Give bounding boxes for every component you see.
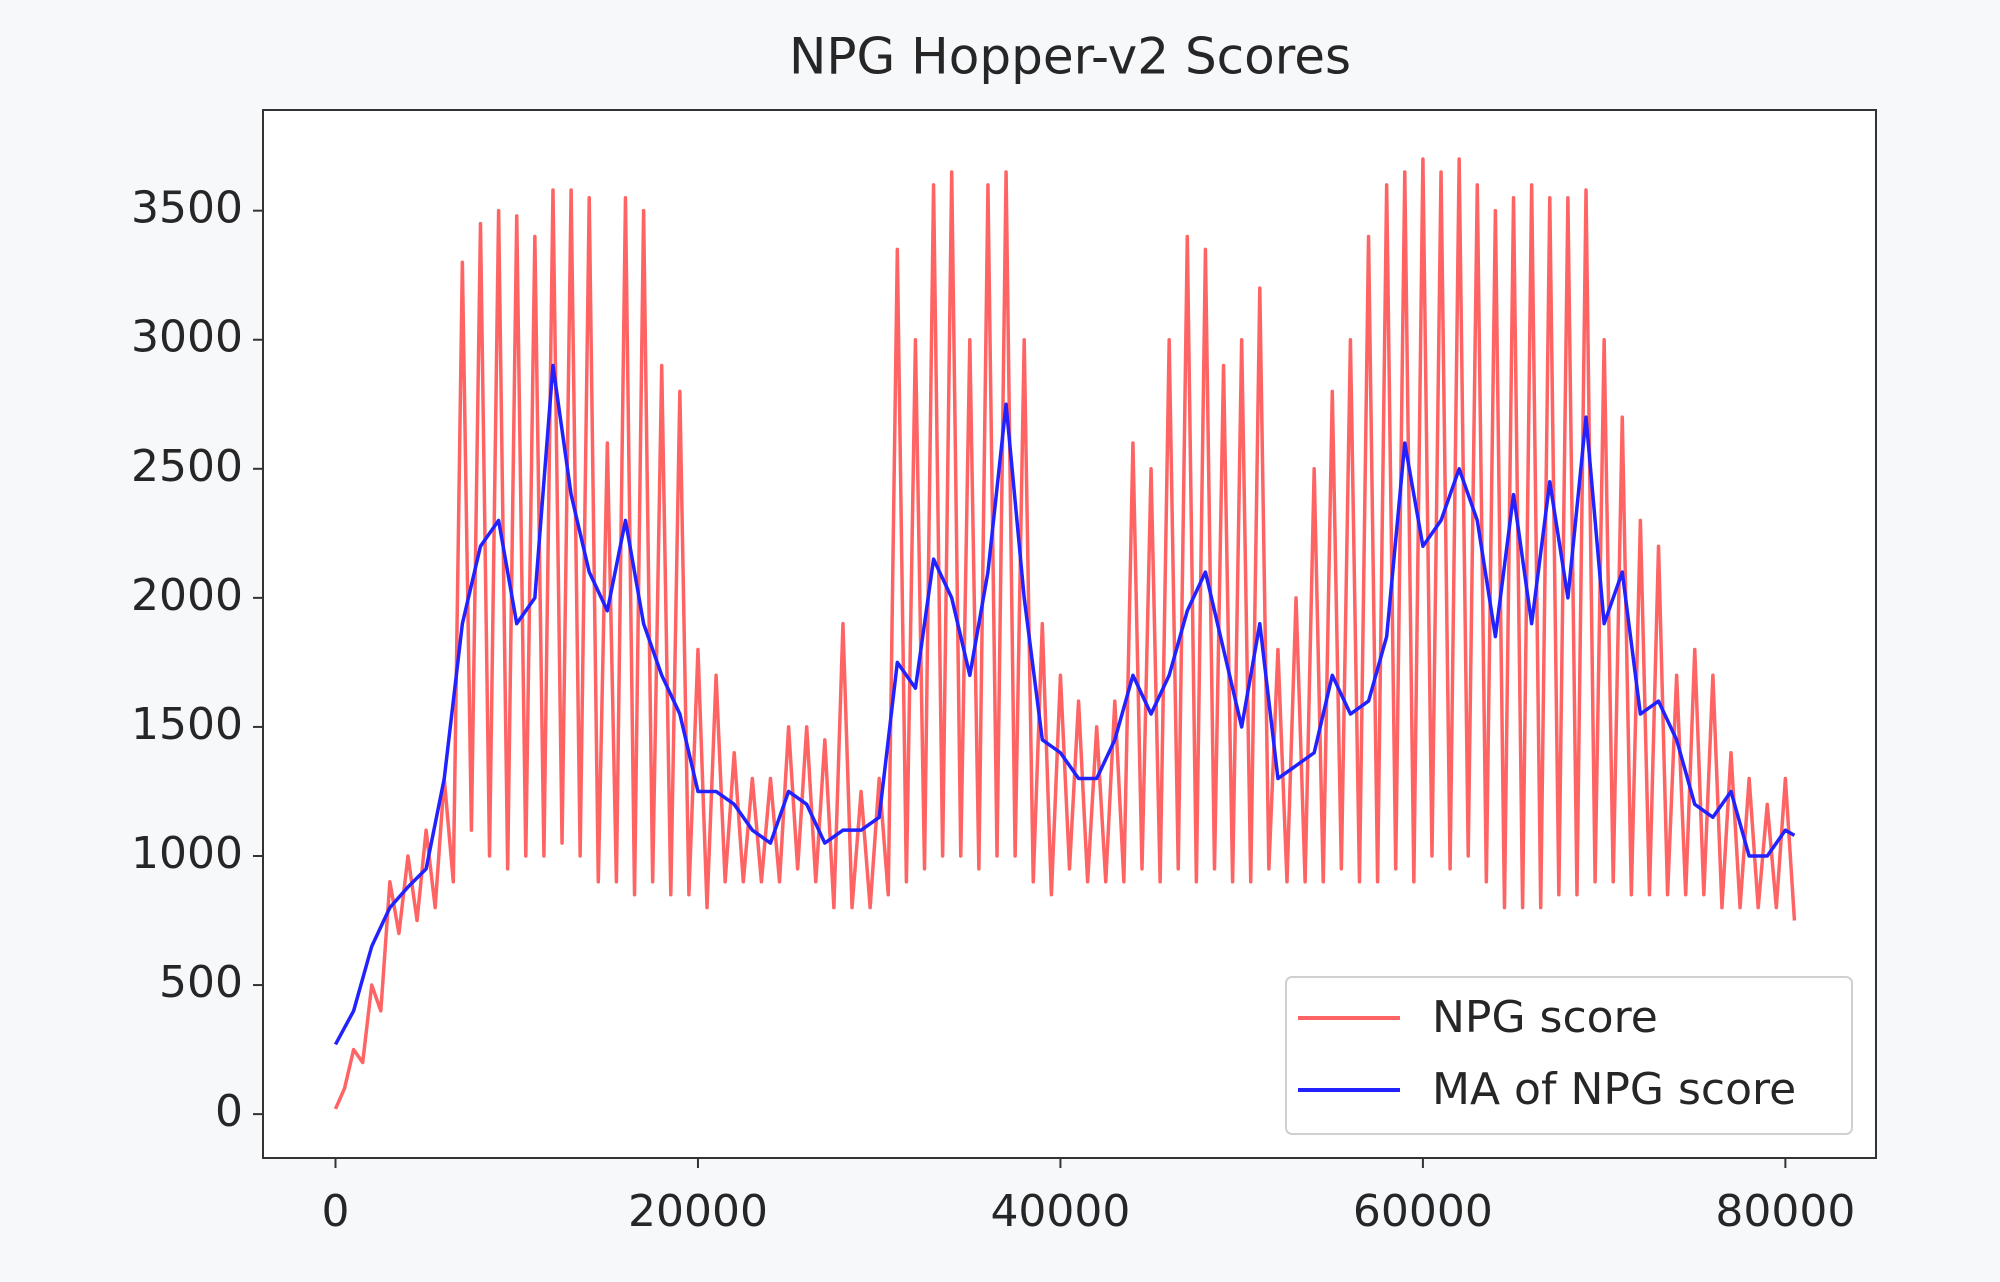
plot (333, 157, 1797, 1110)
y-tick-label: 1500 (131, 699, 243, 750)
y-tick-label: 0 (215, 1086, 243, 1137)
legend-label: MA of NPG score (1432, 1064, 1796, 1115)
chart-title: NPG Hopper-v2 Scores (789, 28, 1351, 86)
series-line (333, 157, 1797, 1110)
y-tick-label: 2000 (131, 570, 243, 621)
y-tick-label: 3500 (131, 183, 243, 234)
y-tick-label: 2500 (131, 441, 243, 492)
x-tick-label: 20000 (628, 1186, 768, 1237)
x-tick-label: 40000 (990, 1186, 1130, 1237)
y-tick-label: 500 (159, 957, 243, 1008)
x-tick-label: 80000 (1715, 1186, 1855, 1237)
y-tick-label: 3000 (131, 312, 243, 363)
legend-box (1285, 976, 1853, 1135)
legend-label: NPG score (1432, 992, 1658, 1043)
axes-frame (262, 109, 1877, 1159)
x-tick-label: 0 (321, 1186, 349, 1237)
legend: NPG score MA of NPG score (1285, 976, 1853, 1135)
x-tick-label: 60000 (1353, 1186, 1493, 1237)
y-tick-label: 1000 (131, 828, 243, 879)
series-line (333, 363, 1796, 1046)
